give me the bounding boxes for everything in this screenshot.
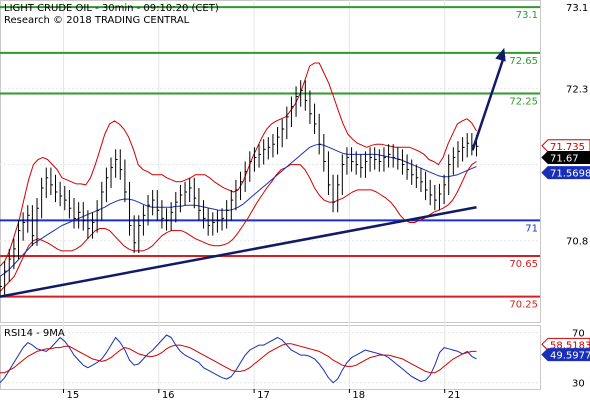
price-tag: 71.5698 (550, 169, 590, 180)
rsi-value-tag-box (541, 348, 590, 362)
level-label: 72.25 (509, 96, 538, 107)
price-tag: 71.67 (550, 153, 579, 164)
rsi-panel-title: RSI14 - 9MA (4, 328, 65, 339)
y-tick-label: 73.1 (566, 3, 588, 14)
bollinger-band-line (0, 62, 477, 267)
moving-average-line (0, 143, 477, 277)
level-label: 70.65 (509, 259, 538, 270)
price-tag-box (541, 139, 590, 153)
rsi-panel-frame (0, 325, 541, 390)
level-label: 71 (525, 223, 538, 234)
rsi-value-tag: 49.5977 (550, 351, 590, 362)
projection-arrow (471, 55, 506, 151)
x-tick-label: 21 (448, 390, 461, 400)
x-tick-label: 15 (67, 390, 80, 400)
price-tag-box (541, 166, 590, 180)
y-tick-label: 70.8 (566, 237, 588, 248)
chart-title: LIGHT CRUDE OIL - 30min - 09:10:20 (CET) (4, 3, 219, 14)
rsi-ma-line (0, 343, 477, 374)
x-tick-label: 18 (352, 390, 365, 400)
trendline (0, 205, 477, 298)
level-label: 70.25 (509, 300, 538, 311)
rsi-plot-area (0, 334, 477, 384)
price-tag-box (541, 150, 590, 164)
projection-arrow-head (495, 47, 506, 62)
chart-subtitle: Research © 2018 TRADING CENTRAL (4, 15, 190, 26)
x-tick-label: 17 (257, 390, 270, 400)
level-label: 72.65 (509, 56, 538, 67)
x-tick-label: 16 (162, 390, 175, 400)
bollinger-band-line (0, 161, 477, 292)
price-tag: 71.735 (550, 142, 585, 153)
price-panel-frame (0, 0, 541, 323)
rsi-value-tag: 58.5183 (550, 340, 590, 351)
rsi-tick-label: 70 (572, 329, 585, 340)
rsi-line (0, 334, 477, 384)
y-tick-label: 72.3 (566, 84, 588, 95)
rsi-tick-label: 30 (572, 379, 585, 390)
price-plot-area: 73.1 72.65 72.25 71 70.65 70.25 (0, 6, 540, 311)
level-label: 73.1 (516, 10, 538, 21)
